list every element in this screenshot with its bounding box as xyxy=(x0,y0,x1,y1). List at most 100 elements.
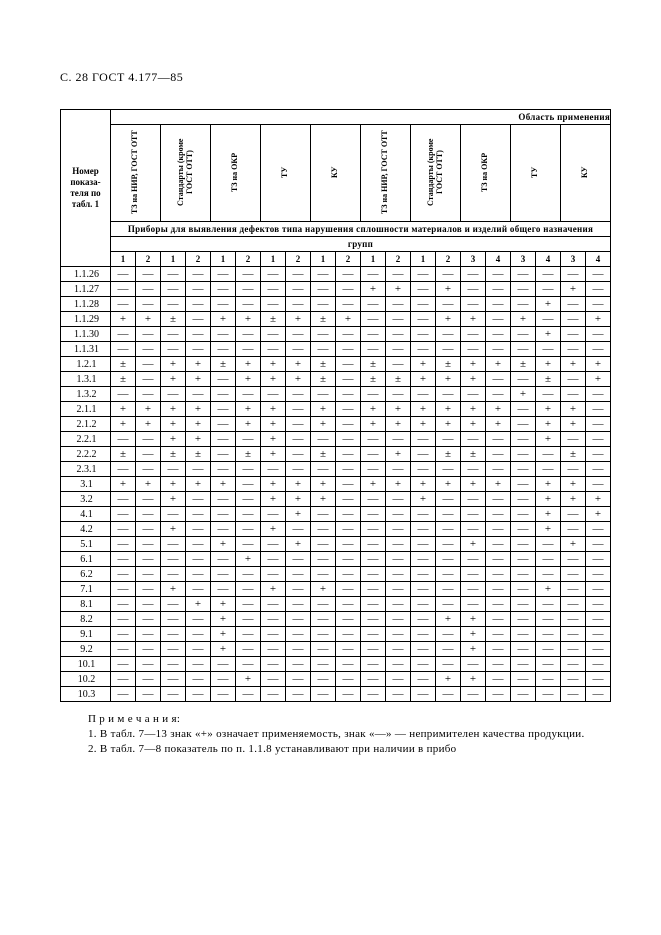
applicability-cell: — xyxy=(211,507,236,522)
applicability-cell: — xyxy=(136,282,161,297)
applicability-cell: + xyxy=(436,612,461,627)
applicability-cell: — xyxy=(561,567,586,582)
applicability-cell: — xyxy=(361,537,386,552)
applicability-cell: — xyxy=(536,447,561,462)
applicability-cell: — xyxy=(386,597,411,612)
applicability-cell: — xyxy=(311,612,336,627)
applicability-cell: — xyxy=(486,612,511,627)
applicability-cell: — xyxy=(361,462,386,477)
applicability-cell: — xyxy=(386,537,411,552)
applicability-cell: — xyxy=(411,672,436,687)
applicability-cell: + xyxy=(386,402,411,417)
row-id: 2.2.1 xyxy=(61,432,111,447)
applicability-cell: + xyxy=(186,402,211,417)
applicability-cell: + xyxy=(186,477,211,492)
applicability-cell: — xyxy=(561,342,586,357)
table-row: 4.1———————+—————————+—+ xyxy=(61,507,611,522)
applicability-cell: — xyxy=(361,507,386,522)
applicability-cell: — xyxy=(361,612,386,627)
applicability-cell: — xyxy=(511,507,536,522)
applicability-cell: + xyxy=(536,357,561,372)
applicability-cell: — xyxy=(286,657,311,672)
applicability-cell: — xyxy=(586,582,611,597)
column-header: КУ xyxy=(561,125,611,222)
notes-line-2: 2. В табл. 7—8 показатель по п. 1.1.8 ус… xyxy=(60,742,611,757)
applicability-cell: — xyxy=(461,597,486,612)
applicability-cell: — xyxy=(286,522,311,537)
applicability-cell: — xyxy=(161,627,186,642)
row-id: 6.2 xyxy=(61,567,111,582)
group-number: 1 xyxy=(211,252,236,267)
applicability-cell: — xyxy=(461,567,486,582)
applicability-cell: — xyxy=(361,567,386,582)
applicability-cell: — xyxy=(386,432,411,447)
applicability-cell: — xyxy=(236,627,261,642)
applicability-cell: — xyxy=(536,342,561,357)
applicability-cell: — xyxy=(336,267,361,282)
applicability-cell: + xyxy=(461,612,486,627)
applicability-cell: — xyxy=(586,597,611,612)
applicability-cell: — xyxy=(111,327,136,342)
applicability-cell: + xyxy=(536,417,561,432)
applicability-cell: + xyxy=(186,357,211,372)
applicability-cell: — xyxy=(186,537,211,552)
applicability-cell: — xyxy=(436,492,461,507)
applicability-cell: — xyxy=(111,597,136,612)
applicability-cell: — xyxy=(511,267,536,282)
applicability-cell: — xyxy=(411,327,436,342)
applicability-cell: — xyxy=(336,642,361,657)
applicability-cell: — xyxy=(161,342,186,357)
column-header: ТЗ на НИР, ГОСТ ОТТ xyxy=(361,125,411,222)
applicability-cell: + xyxy=(211,627,236,642)
applicability-cell: — xyxy=(461,462,486,477)
applicability-cell: + xyxy=(236,417,261,432)
applicability-cell: + xyxy=(561,357,586,372)
applicability-cell: — xyxy=(411,552,436,567)
applicability-cell: — xyxy=(111,642,136,657)
applicability-cell: — xyxy=(336,507,361,522)
table-row: 6.1—————+—————————————— xyxy=(61,552,611,567)
applicability-cell: — xyxy=(486,642,511,657)
applicability-cell: — xyxy=(536,627,561,642)
table-row: 10.3———————————————————— xyxy=(61,687,611,702)
applicability-cell: — xyxy=(586,627,611,642)
applicability-cell: — xyxy=(386,657,411,672)
applicability-cell: — xyxy=(211,372,236,387)
notes-line-1: 1. В табл. 7—13 знак «+» означает примен… xyxy=(60,727,611,742)
applicability-cell: — xyxy=(536,567,561,582)
applicability-cell: — xyxy=(211,417,236,432)
group-number: 1 xyxy=(111,252,136,267)
applicability-cell: — xyxy=(586,402,611,417)
applicability-cell: + xyxy=(311,477,336,492)
applicability-cell: — xyxy=(411,612,436,627)
applicability-cell: — xyxy=(286,597,311,612)
applicability-cell: — xyxy=(236,462,261,477)
applicability-cell: ± xyxy=(361,372,386,387)
applicability-cell: — xyxy=(311,567,336,582)
applicability-cell: — xyxy=(111,432,136,447)
applicability-cell: + xyxy=(211,477,236,492)
applicability-cell: — xyxy=(361,597,386,612)
applicability-cell: — xyxy=(286,447,311,462)
applicability-cell: — xyxy=(486,297,511,312)
row-id: 1.3.2 xyxy=(61,387,111,402)
applicability-cell: + xyxy=(111,417,136,432)
row-id: 9.2 xyxy=(61,642,111,657)
applicability-cell: — xyxy=(586,687,611,702)
applicability-cell: — xyxy=(111,342,136,357)
applicability-cell: — xyxy=(236,342,261,357)
column-header: ТУ xyxy=(511,125,561,222)
group-number: 2 xyxy=(186,252,211,267)
applicability-cell: — xyxy=(511,627,536,642)
applicability-cell: — xyxy=(286,462,311,477)
applicability-cell: — xyxy=(461,582,486,597)
applicability-cell: + xyxy=(461,477,486,492)
applicability-cell: — xyxy=(386,687,411,702)
applicability-cell: — xyxy=(161,657,186,672)
notes-title: П р и м е ч а н и я: xyxy=(60,712,611,727)
applicability-cell: — xyxy=(336,282,361,297)
applicability-cell: + xyxy=(261,372,286,387)
applicability-cell: — xyxy=(561,507,586,522)
applicability-cell: — xyxy=(211,282,236,297)
applicability-cell: — xyxy=(436,657,461,672)
